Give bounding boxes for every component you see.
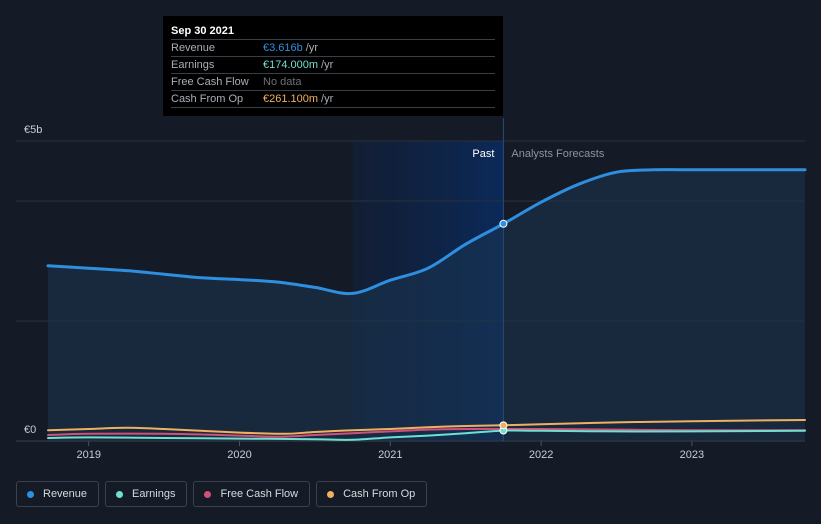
tooltip-label: Revenue: [171, 42, 216, 54]
legend-item-cash-from-op[interactable]: Cash From Op: [316, 481, 428, 507]
legend: Revenue Earnings Free Cash Flow Cash Fro…: [16, 481, 428, 509]
tooltip-label: Cash From Op: [171, 93, 244, 105]
tooltip-row-earnings: Earnings €174.000m /yr: [171, 56, 495, 73]
legend-item-earnings[interactable]: Earnings: [105, 481, 188, 507]
tooltip-label: Free Cash Flow: [171, 76, 249, 88]
tooltip-label: Earnings: [171, 59, 215, 71]
tooltip-row-revenue: Revenue €3.616b /yr: [171, 39, 495, 56]
legend-dot-icon: [327, 490, 335, 498]
x-tick-label: 2022: [529, 449, 553, 461]
tooltip-row-cash-from-op: Cash From Op €261.100m /yr: [171, 90, 495, 108]
tooltip-date: Sep 30 2021: [171, 25, 234, 37]
tooltip-row-free-cash-flow: Free Cash Flow No data: [171, 73, 495, 90]
series-line-cash-from-op: [47, 419, 806, 435]
legend-dot-icon: [116, 490, 124, 498]
legend-label: Free Cash Flow: [220, 488, 299, 500]
tooltip-value: €174.000m: [263, 59, 319, 71]
y-axis-label-bottom: €0: [24, 424, 36, 436]
x-tick-label: 2021: [378, 449, 402, 461]
x-tick-label: 2023: [680, 449, 704, 461]
series-line-earnings: [47, 429, 806, 441]
tooltip-unit: /yr: [305, 42, 318, 54]
legend-label: Earnings: [132, 488, 176, 500]
tooltip: Sep 30 2021 Revenue €3.616b /yr Earnings…: [163, 16, 503, 116]
x-tick-label: 2020: [227, 449, 251, 461]
revenue-earnings-chart: Past Analysts Forecasts €5b €0 2019 2020 2…: [16, 118, 807, 461]
x-tick-label: 2019: [76, 449, 100, 461]
tooltip-value: €261.100m: [263, 93, 319, 105]
legend-item-free-cash-flow[interactable]: Free Cash Flow: [193, 481, 311, 507]
tooltip-value: €3.616b: [263, 42, 303, 54]
tooltip-value: No data: [263, 76, 302, 88]
legend-item-revenue[interactable]: Revenue: [16, 481, 100, 507]
forecast-label: Analysts Forecasts: [511, 148, 604, 160]
tooltip-unit: /yr: [321, 93, 334, 105]
tooltip-unit: /yr: [321, 59, 334, 71]
revenue-area: [48, 169, 805, 441]
series-line-revenue: [46, 168, 807, 296]
series-line-free-cash-flow: [47, 427, 806, 438]
past-label: Past: [472, 148, 494, 160]
legend-dot-icon: [204, 490, 212, 498]
legend-label: Cash From Op: [343, 488, 416, 500]
legend-label: Revenue: [43, 488, 88, 500]
legend-dot-icon: [27, 490, 34, 498]
y-axis-label-top: €5b: [24, 124, 42, 136]
marker-cash-from-op: [499, 421, 508, 430]
marker-revenue: [499, 219, 508, 228]
